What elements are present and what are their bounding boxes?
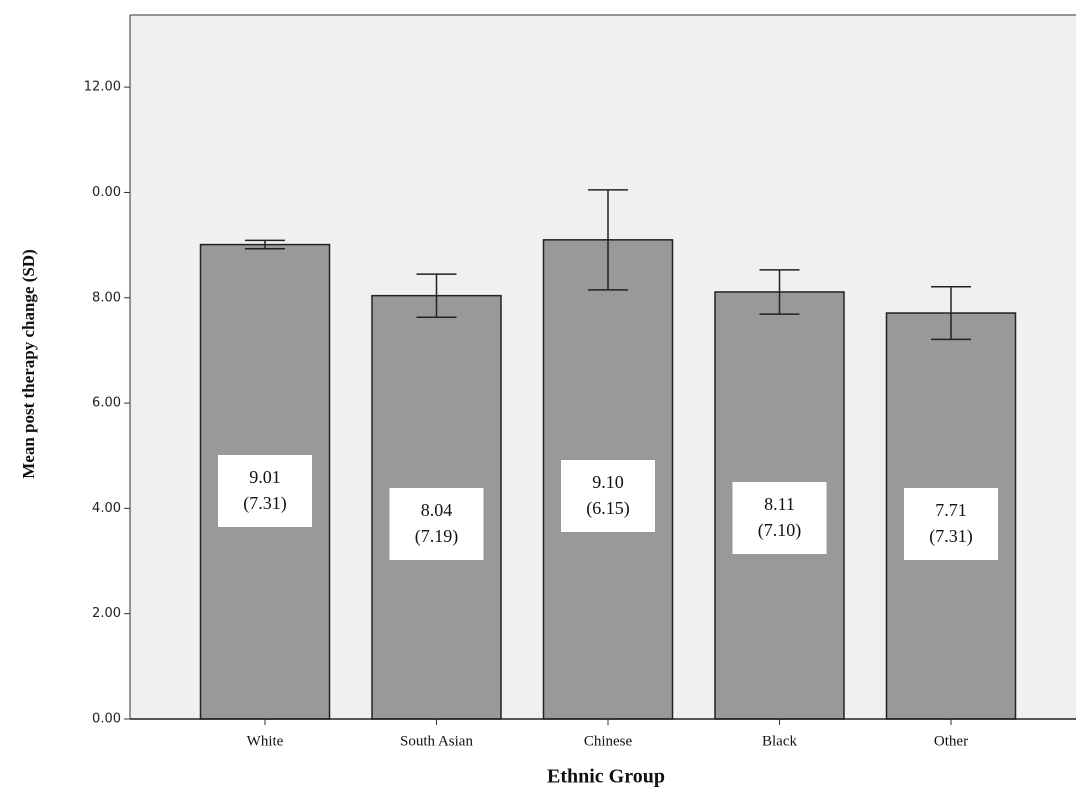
value-label: 9.10 — [592, 472, 624, 492]
x-tick-label: White — [247, 733, 284, 749]
label-box — [904, 488, 998, 560]
sd-label: (7.19) — [415, 526, 459, 547]
value-label: 8.04 — [421, 500, 453, 520]
x-tick-label: South Asian — [400, 733, 473, 749]
y-tick-label: 4.00 — [92, 501, 121, 516]
y-axis-title: Mean post therapy change (SD) — [19, 249, 38, 479]
error-bar — [759, 269, 800, 315]
y-tick-label: 12.00 — [84, 80, 121, 95]
x-axis-title: Ethnic Group — [547, 766, 665, 788]
label-box — [218, 455, 312, 527]
error-bar — [931, 285, 971, 341]
x-tick-label: Chinese — [584, 733, 633, 749]
x-tick-label: Black — [762, 733, 797, 749]
label-box — [732, 482, 827, 554]
x-tick-label: Other — [934, 733, 968, 749]
sd-label: (7.10) — [758, 520, 802, 541]
y-tick-label: 8.00 — [92, 290, 121, 305]
value-label: 9.01 — [249, 467, 281, 487]
error-bar — [416, 273, 457, 318]
sd-label: (7.31) — [243, 493, 287, 514]
sd-label: (6.15) — [586, 498, 630, 519]
value-label: 7.71 — [935, 500, 967, 520]
y-tick-label: 0.00 — [92, 712, 121, 727]
value-label: 8.11 — [764, 494, 795, 514]
sd-label: (7.31) — [929, 526, 973, 547]
label-box — [561, 460, 655, 532]
y-tick-label: 6.00 — [92, 396, 121, 411]
y-tick-label: 0.00 — [92, 185, 121, 200]
error-bar — [245, 239, 285, 250]
error-bar — [588, 189, 628, 291]
y-tick-label: 2.00 — [92, 606, 121, 621]
label-box — [389, 488, 484, 560]
